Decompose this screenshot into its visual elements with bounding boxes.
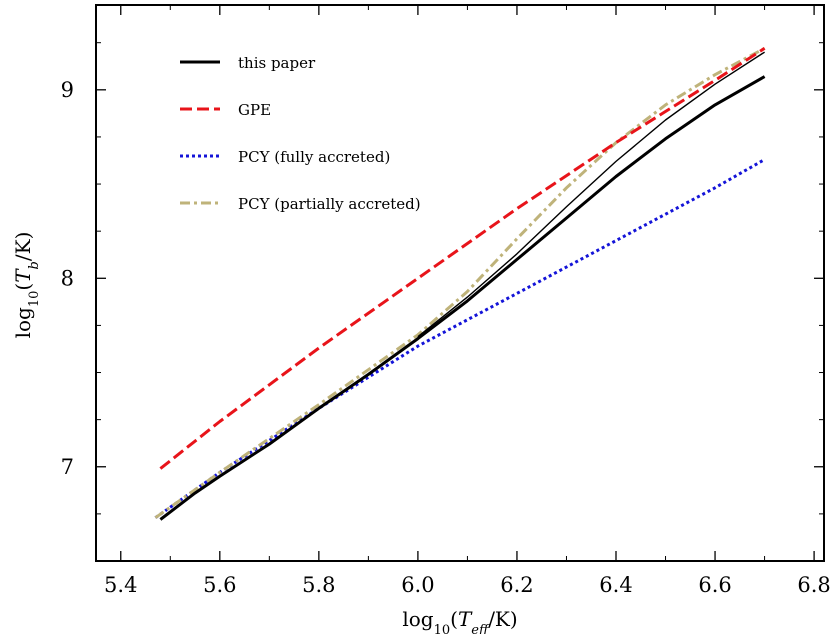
x-tick-label: 5.8 — [302, 573, 335, 597]
series-lines — [154, 46, 766, 521]
y-axis-label: log10(Tb/K) — [11, 232, 42, 339]
y-tick-label: 9 — [61, 78, 74, 102]
series-line-pcy-fully-accreted — [154, 158, 766, 519]
x-tick-label: 6.8 — [797, 573, 830, 597]
tick-labels: 5.4 5.6 5.8 6.0 6.2 6.4 6.6 6.8 7 8 9 — [61, 78, 830, 597]
x-tick-label: 6.2 — [500, 573, 533, 597]
series-line-this-paper-thin — [417, 51, 765, 338]
x-tick-label: 6.0 — [401, 573, 434, 597]
series-line-gpe — [159, 47, 766, 470]
x-tick-label: 5.4 — [104, 573, 137, 597]
plot-frame — [95, 4, 825, 562]
x-tick-label: 6.4 — [599, 573, 632, 597]
series-line-this-paper — [159, 75, 766, 521]
legend-label: GPE — [238, 101, 271, 119]
x-tick-label: 5.6 — [203, 573, 236, 597]
x-tick-label: 6.6 — [698, 573, 731, 597]
legend: this paper GPE PCY (fully accreted) PCY (pa… — [180, 54, 421, 213]
x-axis-label: log10(Teff/K) — [402, 607, 517, 634]
ticks — [96, 5, 824, 561]
legend-label: PCY (partially accreted) — [238, 195, 421, 213]
series-line-pcy-partially-accreted — [154, 46, 766, 519]
y-tick-label: 7 — [61, 455, 74, 479]
legend-label: this paper — [238, 54, 316, 72]
legend-label: PCY (fully accreted) — [238, 148, 390, 166]
y-tick-label: 8 — [61, 266, 74, 290]
